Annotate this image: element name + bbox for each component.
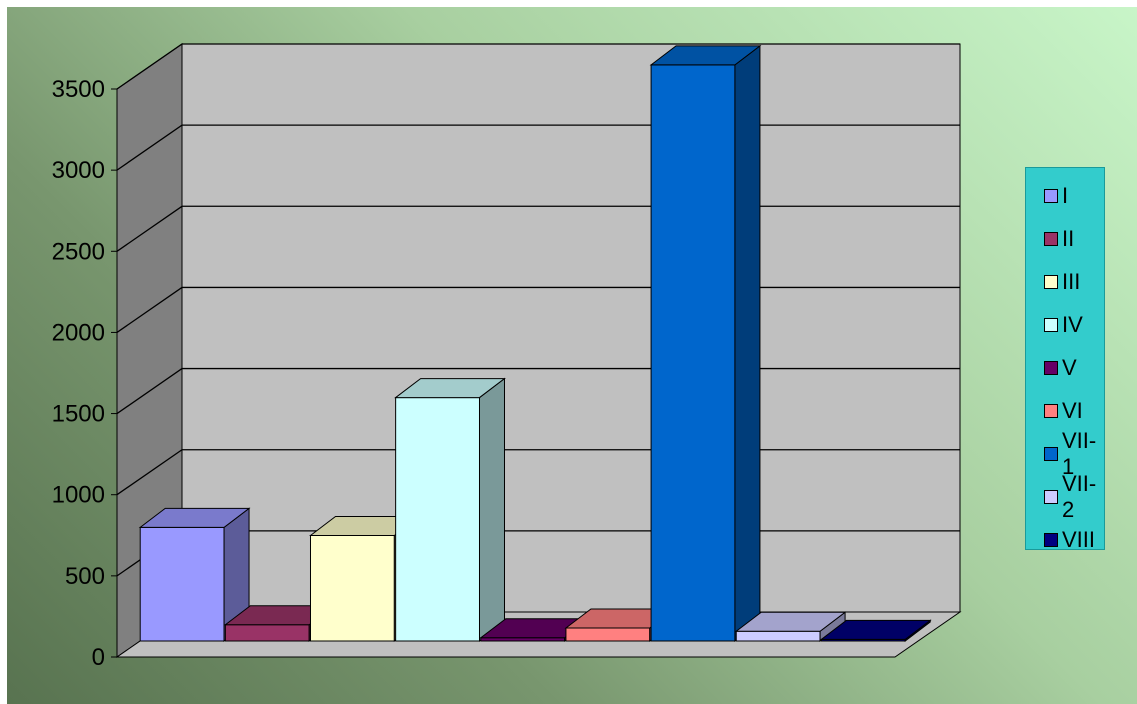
legend-swatch — [1044, 446, 1058, 461]
bar-side — [734, 44, 761, 643]
bar-top — [734, 611, 847, 632]
legend-swatch — [1044, 403, 1058, 418]
legend-label: II — [1062, 225, 1075, 251]
legend-label: VII-2 — [1062, 470, 1097, 522]
bar-VII-1 — [649, 44, 762, 643]
legend: I II III IV V VI VII-1 VII-2 VIII — [1025, 167, 1105, 552]
legend-label: III — [1062, 268, 1081, 294]
bar-front — [139, 526, 225, 642]
legend-item-1: I — [1026, 174, 1104, 217]
bar-side — [478, 377, 505, 643]
gridline — [116, 43, 960, 90]
legend-swatch — [1044, 188, 1058, 203]
y-tick-label: 3000 — [52, 157, 105, 184]
y-tick-label: 2000 — [52, 319, 105, 346]
legend-label: IV — [1062, 311, 1083, 337]
y-tick-label: 2500 — [52, 238, 105, 265]
bar-II — [223, 604, 336, 643]
legend-item-7: VII-1 — [1026, 428, 1104, 479]
legend-item-9: VIII — [1026, 518, 1104, 561]
legend-label: I — [1062, 182, 1069, 208]
y-tick-label: 0 — [92, 644, 105, 671]
y-tick-label: 3500 — [52, 76, 105, 103]
legend-swatch — [1044, 489, 1058, 504]
legend-item-3: III — [1026, 260, 1104, 303]
bar-front — [309, 535, 395, 642]
legend-item-6: VI — [1026, 389, 1104, 432]
legend-item-2: II — [1026, 217, 1104, 260]
chart-area: 0 500 1000 1500 2000 2500 3000 3500 I II III IV… — [7, 7, 1137, 704]
bar-top — [649, 45, 762, 66]
y-tick-label: 1000 — [52, 482, 105, 509]
bar-top — [819, 619, 932, 640]
legend-swatch — [1044, 532, 1058, 547]
legend-swatch — [1044, 317, 1058, 332]
legend-label: V — [1062, 354, 1077, 380]
bar-top — [394, 378, 506, 399]
legend-label: VI — [1062, 397, 1083, 423]
bar-I — [138, 507, 251, 643]
legend-item-4: IV — [1026, 303, 1104, 346]
bar-top — [138, 507, 251, 528]
bar-front — [395, 397, 480, 642]
back-wall — [181, 43, 961, 613]
legend-item-8: VII-2 — [1026, 471, 1104, 522]
bar-VII-2 — [734, 611, 847, 643]
legend-swatch — [1044, 360, 1058, 375]
legend-swatch — [1044, 274, 1058, 289]
legend-label: VII-1 — [1062, 427, 1097, 479]
bar-front — [224, 624, 310, 642]
bar-front — [650, 64, 736, 642]
bar-front — [735, 630, 821, 642]
bar-chart-3d: 0 500 1000 1500 2000 2500 3000 3500 — [52, 43, 962, 671]
bar-VIII — [819, 619, 932, 643]
y-tick-label: 1500 — [52, 401, 105, 428]
legend-label: VIII — [1062, 526, 1096, 552]
bar-front — [565, 627, 651, 642]
y-tick-label: 500 — [65, 563, 105, 590]
legend-item-5: V — [1026, 346, 1104, 389]
bar-IV — [394, 377, 506, 643]
legend-swatch — [1044, 231, 1058, 246]
